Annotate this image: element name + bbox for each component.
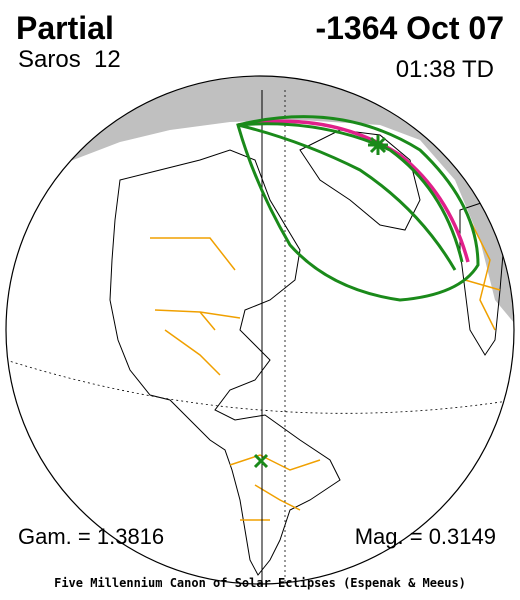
eclipse-type: Partial — [16, 10, 114, 46]
credit: Five Millennium Canon of Solar Eclipses … — [54, 576, 466, 590]
magnitude: Mag. = 0.3149 — [354, 524, 496, 549]
greatest-eclipse-star — [368, 135, 388, 155]
greenland-outline — [299, 129, 421, 231]
gamma: Gam. = 1.3816 — [18, 524, 165, 549]
eclipse-limit-outer — [236, 115, 480, 302]
borders — [150, 219, 501, 521]
equator-dotted — [6, 359, 514, 414]
time: 01:38 TD — [395, 56, 494, 83]
sub-solar-cross — [253, 453, 269, 469]
max-eclipse-curve — [237, 119, 470, 263]
eclipse-limit-inner — [237, 122, 464, 271]
land-outline — [109, 149, 341, 576]
globe-outline — [5, 75, 515, 585]
eclipse-date: -1364 Oct 07 — [315, 10, 504, 46]
saros: Saros 12 — [18, 46, 121, 73]
